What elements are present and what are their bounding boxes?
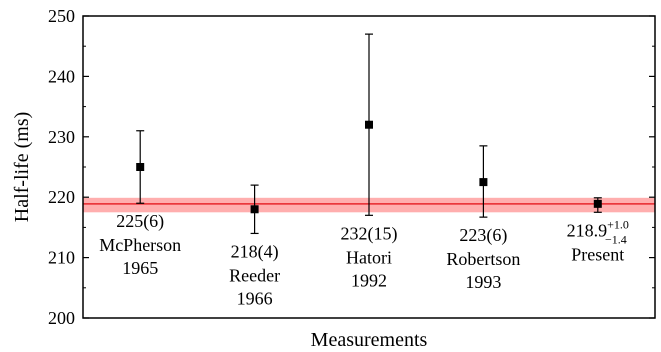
data-point-group [250,184,259,235]
point-value-label: 232(15) [341,223,398,244]
data-point-marker [593,199,602,208]
y-tick-label: 220 [48,187,75,207]
point-year-label: 1966 [237,288,273,308]
data-point-marker [250,205,259,214]
data-point-marker [136,163,145,171]
point-value-label: 218.9+1.0 −1.4 [567,217,629,246]
data-point-group [136,130,145,204]
point-name-label: Hatori [346,247,392,267]
point-annotations: 225(6) McPherson 1965 218(4) Reeder 1966 232(1… [99,211,629,308]
point-name-label: Reeder [229,265,280,285]
y-axis-title: Half-life (ms) [11,112,33,223]
point-name-label: Robertson [446,249,520,269]
data-points [136,33,602,235]
data-point-group [593,197,602,213]
point-year-label: 1965 [122,258,158,278]
y-axis: 200 210 220 230 240 250 [48,6,655,328]
x-axis-title: Measurements [311,329,428,351]
data-point-group [365,33,373,216]
point-value-label: 225(6) [116,211,164,232]
data-point-group [479,145,488,218]
point-year-label: 1992 [351,270,387,290]
uncertainty-lower: −1.4 [605,232,627,246]
uncertainty-upper: +1.0 [607,217,629,231]
y-tick-label: 250 [48,6,75,26]
data-point-marker [479,178,488,187]
point-value-label: 218(4) [231,241,279,262]
point-name-label: Present [571,244,624,264]
y-tick-label: 200 [48,308,75,328]
y-tick-label: 230 [48,127,75,147]
data-point-marker [365,120,373,129]
y-tick-label: 240 [48,66,75,86]
point-name-label: McPherson [99,235,181,255]
y-tick-label: 210 [48,248,75,268]
point-year-label: 1993 [465,272,501,292]
point-value-label: 223(6) [459,225,507,246]
